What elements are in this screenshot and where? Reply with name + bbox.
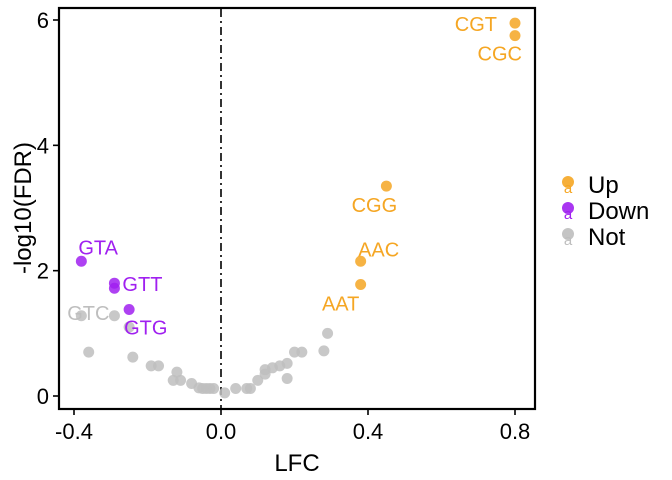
data-point xyxy=(318,345,330,357)
data-point xyxy=(75,310,87,322)
data-point xyxy=(108,310,120,322)
data-point xyxy=(322,327,334,339)
point-label: GTG xyxy=(124,318,167,340)
x-tick-label: -0.4 xyxy=(55,419,93,444)
data-point xyxy=(230,382,242,394)
data-point xyxy=(281,372,293,384)
data-point xyxy=(355,255,367,267)
legend-label: Up xyxy=(588,172,619,199)
series-down xyxy=(75,255,135,316)
point-label: GTA xyxy=(78,237,118,259)
x-tick-label: 0.4 xyxy=(353,419,384,444)
data-point xyxy=(281,357,293,369)
legend-key-glyph: a xyxy=(564,180,573,197)
data-point xyxy=(108,282,120,294)
plot-border xyxy=(57,6,537,411)
data-point xyxy=(208,382,220,394)
data-point xyxy=(296,346,308,358)
point-label: GTT xyxy=(122,274,162,296)
y-tick-label: 6 xyxy=(37,8,49,33)
point-label: CGC xyxy=(478,44,522,66)
point-label: CGG xyxy=(352,195,398,217)
data-point xyxy=(127,351,139,363)
data-point xyxy=(380,180,392,192)
legend-key xyxy=(562,176,574,188)
data-point xyxy=(175,374,187,386)
y-tick-label: 4 xyxy=(37,133,49,158)
legend-label: Not xyxy=(588,224,626,251)
y-axis-title: -log10(FDR) xyxy=(10,142,37,274)
data-point xyxy=(219,387,231,399)
legend-key-glyph: a xyxy=(564,232,573,249)
data-point xyxy=(509,17,521,29)
data-point xyxy=(355,278,367,290)
point-label: AAT xyxy=(322,293,359,315)
data-point xyxy=(75,255,87,267)
legend-label: Down xyxy=(588,198,649,225)
legend-key xyxy=(562,202,574,214)
data-point xyxy=(123,321,135,333)
data-point xyxy=(252,374,264,386)
legend-key-glyph: a xyxy=(564,206,573,223)
point-label: AAC xyxy=(358,239,399,261)
data-point xyxy=(509,30,521,42)
point-label: CGT xyxy=(455,14,497,36)
x-tick-label: 0.0 xyxy=(206,419,237,444)
legend-key xyxy=(562,228,574,240)
data-point xyxy=(153,360,165,372)
data-point xyxy=(83,346,95,358)
point-label: GTC xyxy=(67,303,109,325)
data-point xyxy=(244,382,256,394)
series-not xyxy=(75,310,334,399)
data-point xyxy=(123,304,135,316)
x-axis-title: LFC xyxy=(274,450,319,477)
x-tick-label: 0.8 xyxy=(500,419,531,444)
y-tick-label: 2 xyxy=(37,259,49,284)
y-tick-label: 0 xyxy=(37,384,49,409)
series-up xyxy=(355,17,521,290)
